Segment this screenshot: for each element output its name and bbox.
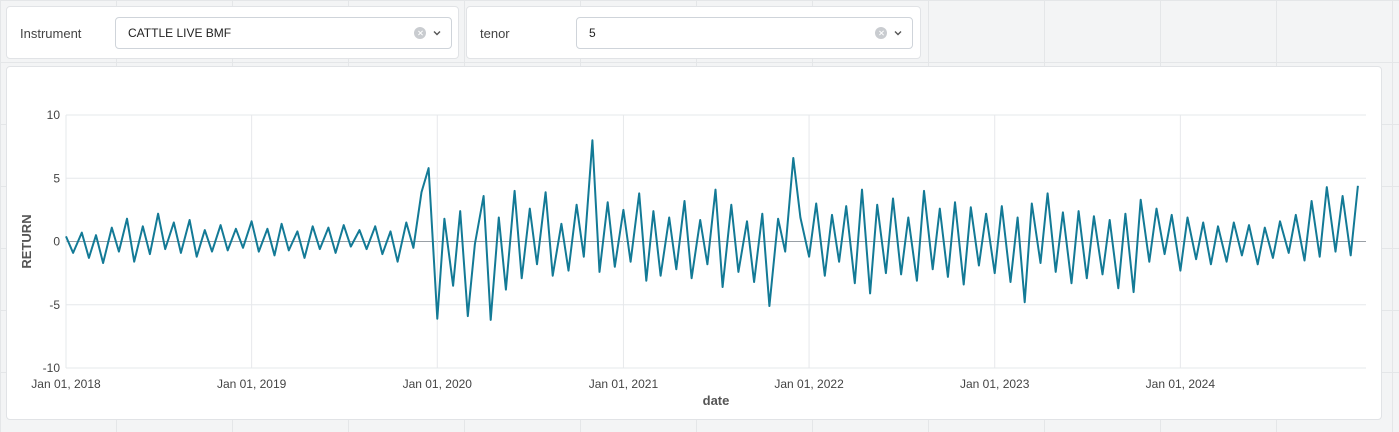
x-axis-title: date xyxy=(703,393,730,408)
return-series-line xyxy=(65,139,1359,321)
tenor-label: tenor xyxy=(480,26,510,41)
tenor-select-value: 5 xyxy=(589,26,596,40)
instrument-select-value: CATTLE LIVE BMF xyxy=(128,26,232,40)
y-tick-label: 0 xyxy=(53,235,60,249)
y-tick-label: -5 xyxy=(49,298,60,312)
clear-icon[interactable] xyxy=(875,27,887,39)
chart-card: -10 -5 0 5 10 Jan 01, 2018 Jan 01, 2019 Jan 01,… xyxy=(6,66,1382,420)
instrument-label: Instrument xyxy=(20,26,82,41)
x-tick-label: Jan 01, 2023 xyxy=(960,377,1030,391)
y-tick-label: -10 xyxy=(43,361,61,375)
y-tick-label: 5 xyxy=(53,171,60,185)
x-tick-label: Jan 01, 2020 xyxy=(403,377,473,391)
return-line-chart[interactable]: -10 -5 0 5 10 Jan 01, 2018 Jan 01, 2019 Jan 01,… xyxy=(7,67,1383,421)
x-tick-label: Jan 01, 2018 xyxy=(31,377,101,391)
clear-icon[interactable] xyxy=(414,27,426,39)
instrument-select[interactable]: CATTLE LIVE BMF xyxy=(115,17,452,49)
tenor-filter-card: tenor 5 xyxy=(466,6,921,59)
chevron-down-icon[interactable] xyxy=(432,28,442,38)
x-tick-label: Jan 01, 2024 xyxy=(1146,377,1216,391)
y-axis-title: RETURN xyxy=(19,214,34,268)
chevron-down-icon[interactable] xyxy=(893,28,903,38)
tenor-select[interactable]: 5 xyxy=(576,17,913,49)
x-tick-label: Jan 01, 2019 xyxy=(217,377,287,391)
y-tick-label: 10 xyxy=(47,108,61,122)
x-tick-label: Jan 01, 2022 xyxy=(774,377,844,391)
x-tick-label: Jan 01, 2021 xyxy=(589,377,659,391)
instrument-filter-card: Instrument CATTLE LIVE BMF xyxy=(6,6,459,59)
